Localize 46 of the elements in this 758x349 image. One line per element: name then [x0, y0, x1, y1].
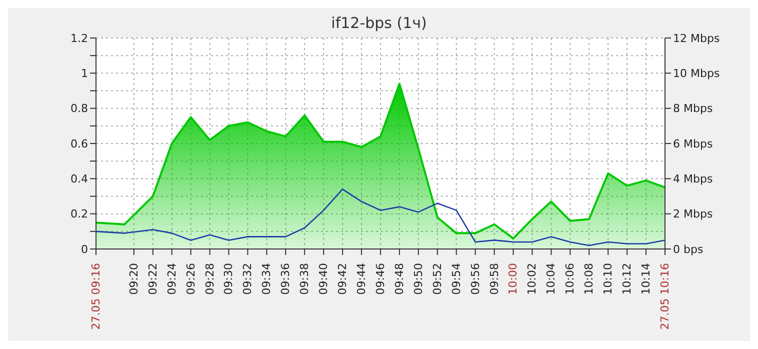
x-tick-label: 10:10 [602, 263, 615, 295]
y-tick-label: 0 [81, 242, 88, 256]
x-tick-label: 09:48 [392, 263, 406, 295]
y-tick-label: 0.4 [70, 172, 88, 186]
x-tick-label: 09:42 [336, 263, 350, 295]
x-tick-label: 09:36 [279, 263, 292, 295]
x-tick-label: 10:02 [526, 263, 539, 295]
y2-tick-label: 4 Mbps [673, 172, 713, 186]
x-tick-label: 09:56 [468, 263, 482, 295]
x-tick-label: 10:14 [639, 263, 652, 295]
x-tick-label: 27.05 10:16 [658, 263, 672, 330]
x-tick-label: 10:12 [620, 263, 634, 295]
x-tick-label: 09:44 [354, 263, 368, 295]
x-tick-label: 09:38 [298, 263, 312, 295]
x-tick-label: 09:50 [412, 263, 425, 295]
x-tick-label: 10:00 [506, 263, 520, 295]
x-tick-label: 09:54 [450, 263, 463, 295]
y-tick-label: 1 [81, 67, 88, 80]
x-tick-label: 09:46 [374, 263, 387, 295]
x-tick-label: 10:08 [582, 263, 596, 295]
x-tick-label: 09:58 [488, 263, 501, 295]
x-tick-label: 10:06 [564, 263, 577, 295]
chart-title: if12-bps (1ч) [330, 14, 428, 32]
y-tick-label: 0.2 [70, 208, 88, 221]
y2-tick-label: 6 Mbps [673, 137, 713, 150]
x-tick-label: 09:40 [317, 263, 330, 295]
x-tick-label: 27.05 09:16 [90, 263, 102, 330]
y2-tick-label: 12 Mbps [673, 32, 720, 45]
y-tick-label: 0.6 [70, 137, 88, 150]
y2-tick-label: 2 Mbps [673, 208, 713, 221]
x-tick-label: 09:24 [165, 263, 178, 295]
x-tick-label: 09:20 [127, 263, 140, 295]
y-tick-label: 1.2 [70, 32, 88, 45]
x-tick-label: 10:04 [544, 263, 558, 295]
y2-tick-label: 8 Mbps [673, 102, 713, 116]
line-series [96, 188, 665, 246]
y2-tick-label: 10 Mbps [673, 67, 720, 80]
x-tick-label: 09:34 [260, 263, 274, 295]
x-tick-label: 09:52 [430, 263, 444, 295]
x-tick-label: 09:26 [184, 263, 198, 295]
x-tick-label: 09:22 [146, 263, 160, 295]
x-tick-label: 09:28 [203, 263, 216, 295]
x-tick-label: 09:32 [241, 263, 254, 295]
y-tick-label: 0.8 [70, 102, 88, 116]
y2-tick-label: 0 bps [673, 242, 704, 256]
x-tick-label: 09:30 [222, 263, 236, 295]
